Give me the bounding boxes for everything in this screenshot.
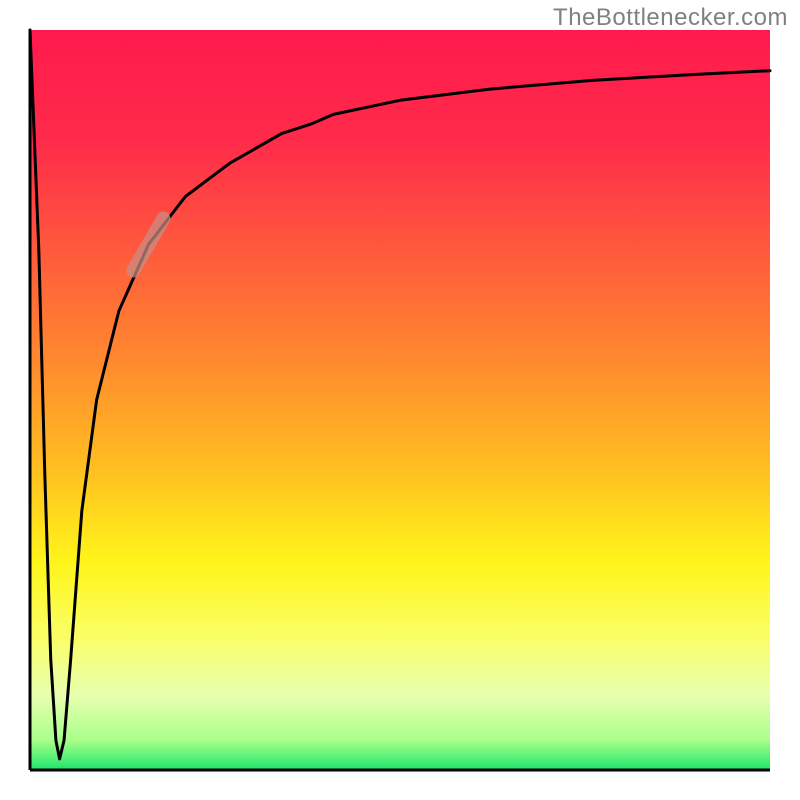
bottleneck-chart <box>0 0 800 800</box>
chart-plot-background <box>30 30 770 770</box>
watermark-text: TheBottlenecker.com <box>553 4 788 32</box>
chart-stage: TheBottlenecker.com <box>0 0 800 800</box>
